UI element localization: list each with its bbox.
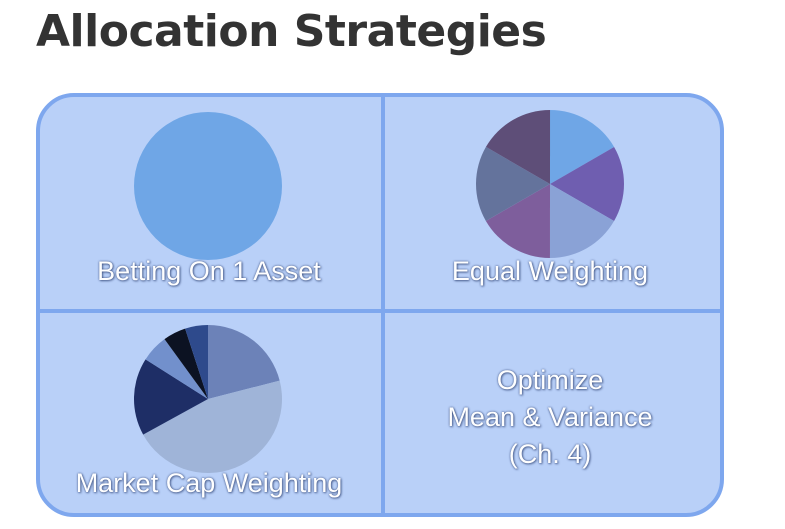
equal-weighting-slice-5 bbox=[476, 146, 550, 221]
single-asset-pie bbox=[134, 112, 282, 260]
market-cap-slice-4 bbox=[145, 339, 208, 399]
market-cap-slice-5 bbox=[164, 328, 208, 399]
single-asset-slice-1 bbox=[134, 112, 282, 260]
equal-weighting-slice-6 bbox=[485, 110, 551, 184]
market-cap-slice-6 bbox=[185, 325, 208, 399]
equal-weighting-slice-2 bbox=[550, 147, 624, 222]
vertical-divider bbox=[381, 97, 385, 513]
betting-on-one-asset-label: Betting On 1 Asset bbox=[97, 256, 321, 286]
market-cap-slice-2 bbox=[143, 380, 282, 474]
optimize-mean-variance-text: Optimize Mean & Variance (Ch. 4) bbox=[380, 362, 720, 473]
optimize-line-3: (Ch. 4) bbox=[508, 439, 592, 469]
optimize-line-2: Mean & Variance bbox=[447, 402, 653, 432]
market-cap-slice-1 bbox=[208, 325, 280, 399]
equal-weighting-slice-3 bbox=[549, 184, 615, 258]
market-cap-slice-3 bbox=[134, 359, 208, 435]
page-title: Allocation Strategies bbox=[36, 6, 547, 57]
market-cap-weighting-label: Market Cap Weighting bbox=[75, 468, 343, 498]
equal-weighting-slice-4 bbox=[485, 184, 550, 258]
equal-weighting-slice-1 bbox=[550, 110, 615, 184]
equal-weighting-pie bbox=[476, 110, 624, 258]
optimize-line-1: Optimize bbox=[496, 365, 604, 395]
equal-weighting-label: Equal Weighting bbox=[451, 256, 649, 286]
horizontal-divider bbox=[40, 309, 720, 313]
market-cap-weighting-pie bbox=[134, 325, 282, 474]
